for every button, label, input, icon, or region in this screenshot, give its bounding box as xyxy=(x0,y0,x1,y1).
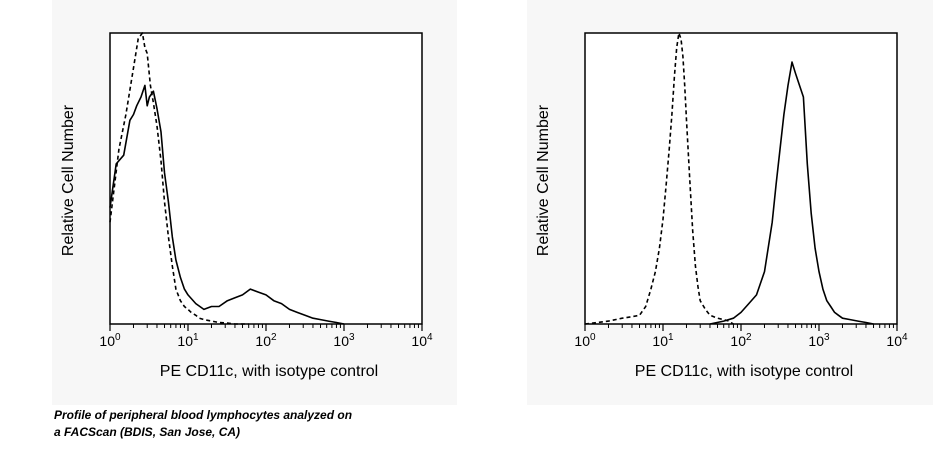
x-tick-label: 102 xyxy=(730,332,752,349)
x-tick-label: 103 xyxy=(808,332,830,349)
figure-caption-line-2: a FACScan (BDIS, San Jose, CA) xyxy=(54,425,241,439)
histogram-chart-right: 100 101 102 103 104 PE CD11c, with isotype co… xyxy=(535,32,908,380)
y-axis-label: Relative Cell Number xyxy=(535,104,552,256)
cd11c-stained-curve xyxy=(109,84,345,325)
plot-frame xyxy=(584,32,898,325)
x-tick-label: 100 xyxy=(574,332,596,349)
y-axis-label: Relative Cell Number xyxy=(60,104,77,256)
x-tick-label: 103 xyxy=(333,332,355,349)
x-tick-label: 102 xyxy=(255,332,277,349)
isotype-control-curve xyxy=(109,32,249,325)
x-axis-label: PE CD11c, with isotype control xyxy=(635,363,853,380)
figure-caption-line-1: Profile of peripheral blood lymphocytes … xyxy=(54,408,353,422)
x-tick-label: 104 xyxy=(886,332,908,349)
isotype-control-curve xyxy=(584,32,734,325)
x-tick-label: 101 xyxy=(177,332,199,349)
x-tick-label: 101 xyxy=(652,332,674,349)
cd11c-stained-curve xyxy=(709,61,874,325)
x-axis-label: PE CD11c, with isotype control xyxy=(160,363,378,380)
x-tick-label: 104 xyxy=(411,332,433,349)
histogram-chart-left: 100 101 102 103 104 PE CD11c, with isotype co… xyxy=(60,32,433,380)
x-tick-label: 100 xyxy=(99,332,121,349)
